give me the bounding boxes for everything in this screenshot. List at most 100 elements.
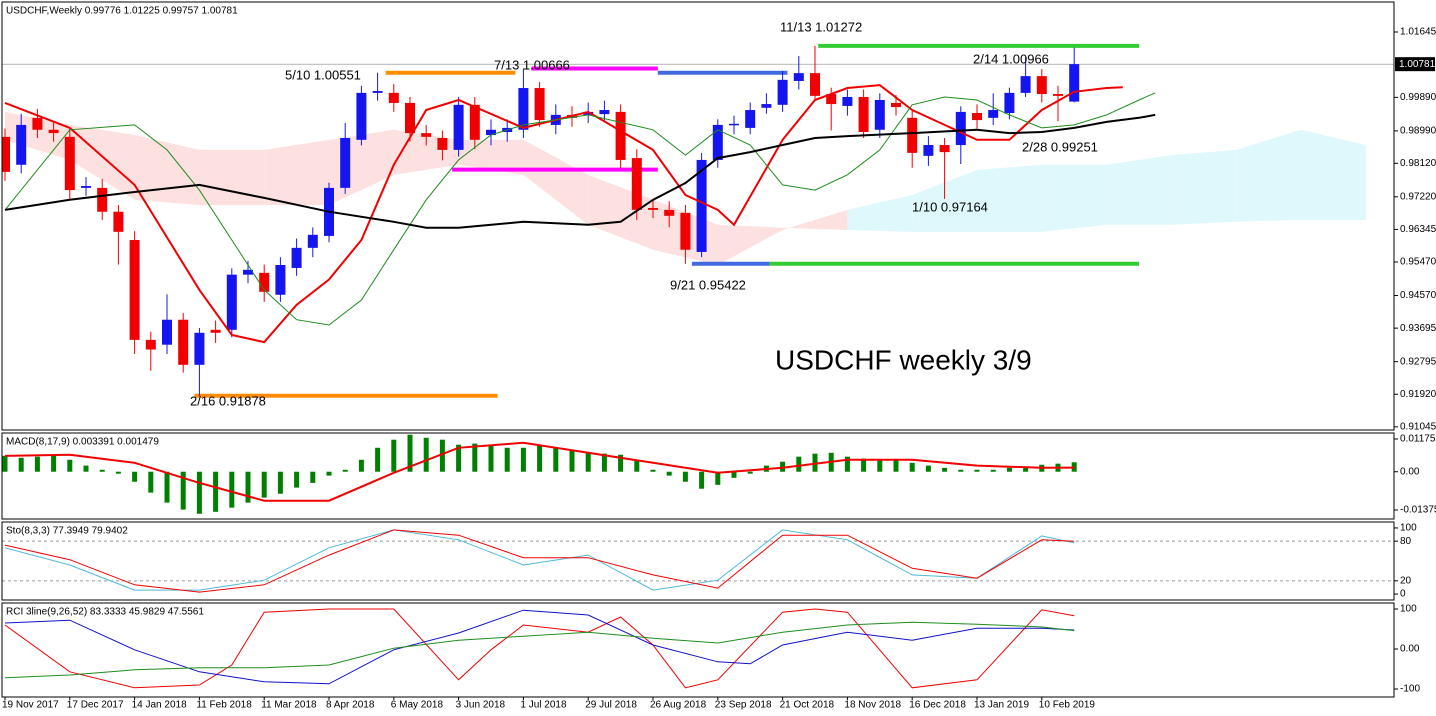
macd-bar bbox=[699, 471, 705, 489]
panel-frame bbox=[1, 1, 1395, 431]
candle-body bbox=[858, 96, 869, 133]
candle-body bbox=[356, 92, 367, 140]
y-tick-label: 0.96345 bbox=[1400, 224, 1436, 235]
cloud-segment bbox=[1106, 155, 1172, 225]
macd-bar bbox=[634, 459, 640, 472]
macd-bar bbox=[67, 459, 73, 472]
cloud-segment bbox=[69, 124, 135, 200]
panel: 0.011752 0.00 -0.013751 MACD(8,17,9) 0.0033… bbox=[1, 432, 1436, 520]
candle-body bbox=[388, 92, 399, 103]
candle-body bbox=[32, 117, 43, 130]
candle-body bbox=[64, 136, 75, 191]
y-tick-label: -0.013751 bbox=[1400, 505, 1436, 516]
y-tick-label: 0.91920 bbox=[1400, 389, 1436, 400]
candle-body bbox=[421, 133, 432, 137]
panel: 1.01645 0.99890 0.98990 0.98120 0.97220 0.963… bbox=[1, 1, 1436, 432]
macd-bar bbox=[115, 471, 121, 474]
indicator-line bbox=[4, 609, 1075, 685]
macd-bar bbox=[488, 445, 494, 472]
annotation: 2/28 0.99251 bbox=[1022, 139, 1098, 154]
y-tick-label: 0.97220 bbox=[1400, 191, 1436, 202]
candle-body bbox=[745, 110, 756, 128]
macd-bar bbox=[796, 456, 802, 472]
y-tick-label: 0.94570 bbox=[1400, 290, 1436, 301]
macd-bar bbox=[358, 459, 364, 472]
y-tick-label: 0.99890 bbox=[1400, 92, 1436, 103]
y-tick-label: 0.00 bbox=[1400, 466, 1420, 477]
indicator-line bbox=[4, 608, 1075, 689]
candle-body bbox=[243, 269, 253, 275]
macd-bar bbox=[391, 439, 397, 472]
candle-body bbox=[340, 137, 351, 188]
x-tick-label: 1 Jul 2018 bbox=[520, 700, 567, 711]
candle-body bbox=[680, 212, 691, 250]
cloud-segment bbox=[264, 139, 329, 206]
indicator-line bbox=[4, 92, 1156, 326]
y-tick-label: 0 bbox=[1400, 589, 1406, 600]
macd-bar bbox=[99, 469, 105, 472]
macd-bar bbox=[164, 471, 170, 503]
macd-bar bbox=[1006, 467, 1012, 472]
macd-bar bbox=[1071, 462, 1077, 472]
annotation: 7/13 1.00666 bbox=[494, 57, 570, 72]
candle-body bbox=[712, 124, 723, 160]
candle-body bbox=[178, 319, 189, 365]
plot-area bbox=[2, 43, 1394, 398]
macd-bar bbox=[213, 471, 219, 512]
panel: 100 0.00 -100 RCI 3line(9,26,52) 83.3333 45… bbox=[1, 602, 1420, 698]
candle-body bbox=[453, 104, 464, 150]
cloud-segment bbox=[1236, 129, 1301, 222]
candle-body bbox=[534, 88, 545, 121]
macd-bar bbox=[537, 445, 543, 472]
candle-body bbox=[777, 79, 788, 105]
indicator-line bbox=[4, 529, 1075, 593]
cloud-segment bbox=[912, 169, 977, 232]
plot-area bbox=[4, 608, 1075, 689]
candle-body bbox=[275, 264, 286, 295]
candle-body bbox=[810, 73, 820, 96]
candle-body bbox=[372, 91, 383, 93]
macd-bar bbox=[780, 461, 786, 472]
macd-bar bbox=[601, 453, 607, 472]
candle-body bbox=[97, 187, 108, 212]
cloud-segment bbox=[977, 164, 1042, 232]
y-tick-label: 0.95470 bbox=[1400, 257, 1436, 268]
macd-bar bbox=[342, 469, 348, 472]
macd-bar bbox=[585, 452, 591, 472]
x-tick-label: 18 Nov 2018 bbox=[844, 700, 901, 711]
x-tick-label: 11 Mar 2018 bbox=[261, 700, 317, 711]
macd-bar bbox=[958, 469, 964, 472]
x-tick-label: 23 Sep 2018 bbox=[715, 700, 772, 711]
macd-bar bbox=[245, 471, 251, 503]
macd-bar bbox=[925, 465, 931, 472]
macd-bar bbox=[747, 471, 753, 474]
candle-body bbox=[874, 99, 885, 130]
macd-bar bbox=[261, 471, 267, 498]
candle-body bbox=[48, 129, 59, 134]
panel-frame bbox=[1, 521, 1395, 601]
candle-body bbox=[631, 158, 642, 210]
macd-bar bbox=[569, 450, 575, 472]
macd-bar bbox=[18, 457, 24, 472]
macd-bar bbox=[132, 471, 138, 482]
macd-bar bbox=[456, 444, 462, 472]
panel-title: Sto(8,3,3) 77.3949 79.9402 bbox=[6, 526, 128, 537]
x-tick-label: 11 Feb 2018 bbox=[196, 700, 252, 711]
candle-body bbox=[145, 339, 156, 350]
y-tick-label: 0.011752 bbox=[1400, 434, 1436, 445]
x-tick-label: 8 Apr 2018 bbox=[326, 700, 375, 711]
candle-body bbox=[437, 137, 448, 150]
panel-frame bbox=[1, 432, 1395, 520]
candle-body bbox=[2, 136, 10, 172]
cloud-segment bbox=[523, 139, 589, 225]
annotation: 2/16 0.91878 bbox=[190, 393, 266, 408]
candle-body bbox=[988, 110, 999, 118]
candle-body bbox=[1020, 76, 1031, 93]
candle-body bbox=[842, 96, 853, 106]
candle-body bbox=[826, 94, 837, 105]
x-tick-label: 29 Jul 2018 bbox=[585, 700, 637, 711]
macd-bar bbox=[229, 471, 235, 508]
x-tick-label: 26 Aug 2018 bbox=[650, 700, 707, 711]
annotation: 2/14 1.00966 bbox=[973, 51, 1049, 66]
